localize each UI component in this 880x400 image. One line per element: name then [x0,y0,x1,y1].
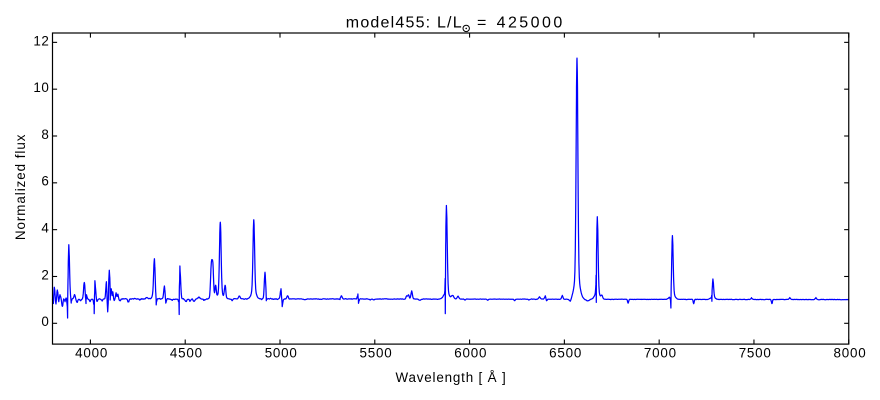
svg-text:425000: 425000 [497,15,565,32]
svg-text:4000: 4000 [75,346,108,361]
svg-text:12: 12 [33,33,49,48]
svg-text:Wavelength [ Å ]: Wavelength [ Å ] [395,370,506,385]
svg-text:10: 10 [33,80,49,95]
svg-text:5000: 5000 [265,346,298,361]
svg-text:6000: 6000 [454,346,487,361]
svg-text:2: 2 [41,267,49,282]
svg-text:=: = [477,15,486,32]
svg-text:model455: L/L: model455: L/L [346,15,463,32]
svg-text:8000: 8000 [834,346,867,361]
svg-text:Normalized flux: Normalized flux [13,134,28,241]
svg-text:0: 0 [41,314,49,329]
svg-text:4: 4 [41,221,49,236]
svg-text:7500: 7500 [739,346,772,361]
svg-text:8: 8 [41,127,49,142]
svg-text:4500: 4500 [170,346,203,361]
svg-text:6500: 6500 [549,346,582,361]
svg-text:6: 6 [41,174,49,189]
svg-text:7000: 7000 [644,346,677,361]
svg-text:5500: 5500 [360,346,393,361]
